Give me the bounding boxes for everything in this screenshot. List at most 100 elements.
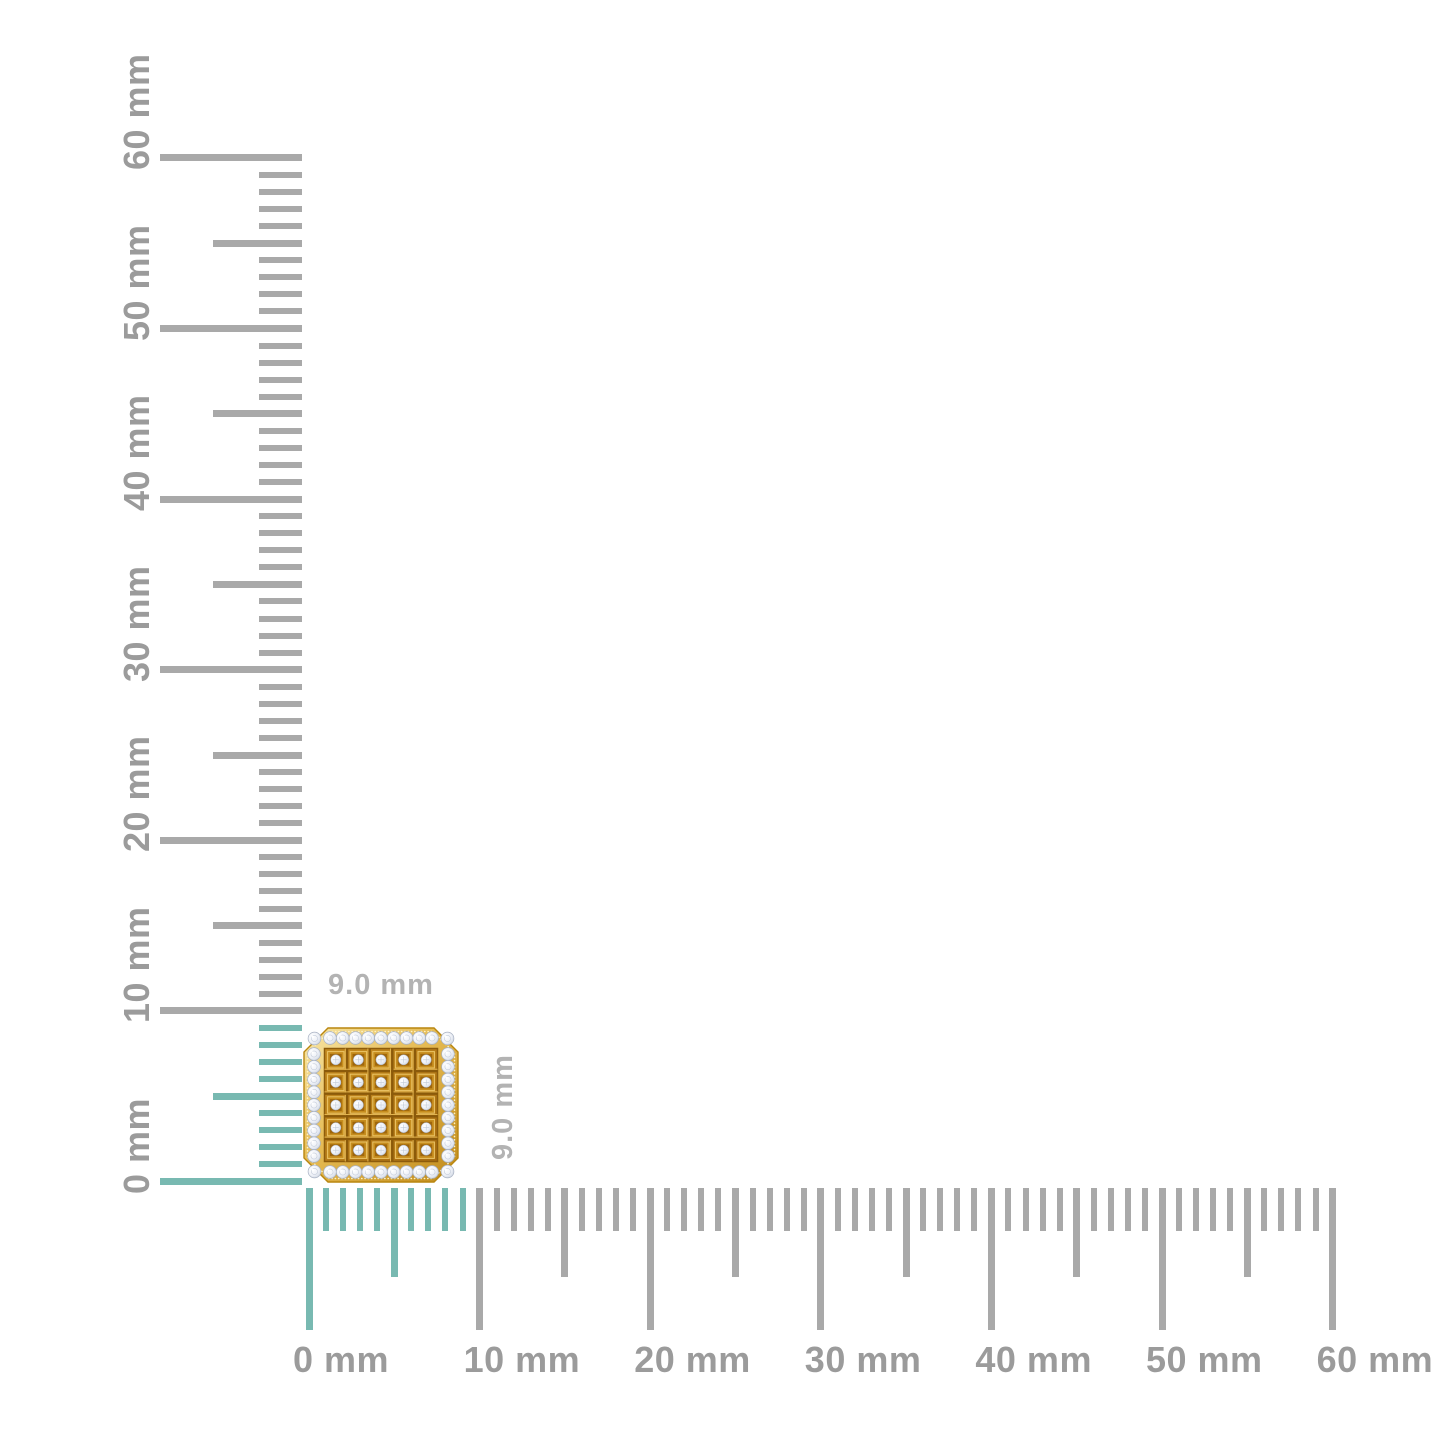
v-tick-57mm [259, 206, 302, 213]
v-ruler-label-20mm: 20 mm [116, 735, 157, 853]
v-tick-34mm [259, 598, 302, 605]
v-tick-50mm [160, 325, 302, 332]
h-tick-41mm [1005, 1188, 1012, 1231]
v-ruler-label-30mm: 30 mm [116, 565, 157, 682]
h-tick-59mm [1312, 1188, 1319, 1231]
v-tick-25mm [213, 751, 302, 759]
width-measurement-label: 9.0 mm [328, 969, 434, 1001]
h-tick-50mm [1158, 1188, 1166, 1330]
v-tick-59mm [259, 171, 302, 178]
v-tick-52mm [259, 291, 302, 298]
v-ruler-label-50mm: 50 mm [116, 223, 157, 341]
v-tick-29mm [259, 683, 302, 690]
h-tick-16mm [578, 1188, 585, 1231]
h-tick-22mm [681, 1188, 688, 1231]
h-tick-52mm [1193, 1188, 1200, 1231]
h-tick-56mm [1261, 1188, 1268, 1231]
h-tick-13mm [527, 1188, 534, 1231]
v-tick-5mm [213, 1092, 302, 1100]
h-tick-48mm [1124, 1188, 1131, 1231]
v-tick-21mm [259, 820, 302, 827]
h-tick-57mm [1278, 1188, 1285, 1231]
v-tick-7mm [259, 1059, 302, 1066]
h-tick-17mm [596, 1188, 603, 1231]
v-tick-15mm [213, 922, 302, 930]
h-ruler-label-10mm: 10 mm [463, 1339, 581, 1380]
h-tick-11mm [493, 1188, 500, 1231]
v-tick-27mm [259, 717, 302, 724]
v-tick-39mm [259, 513, 302, 520]
h-tick-24mm [715, 1188, 722, 1231]
h-tick-14mm [544, 1188, 551, 1231]
v-tick-38mm [259, 530, 302, 537]
v-tick-44mm [259, 427, 302, 434]
h-ruler-label-20mm: 20 mm [634, 1339, 751, 1380]
h-tick-9mm [459, 1188, 466, 1231]
h-tick-15mm [561, 1188, 569, 1277]
h-tick-12mm [510, 1188, 517, 1231]
v-tick-12mm [259, 973, 302, 980]
v-tick-42mm [259, 461, 302, 468]
h-tick-33mm [868, 1188, 875, 1231]
v-tick-20mm [160, 836, 302, 844]
v-tick-9mm [259, 1024, 302, 1031]
v-tick-30mm [160, 666, 302, 674]
h-ruler-label-60mm: 60 mm [1316, 1339, 1434, 1380]
h-tick-44mm [1056, 1188, 1063, 1231]
h-tick-30mm [817, 1188, 825, 1330]
h-tick-54mm [1227, 1188, 1234, 1231]
v-tick-2mm [259, 1144, 302, 1151]
v-ruler-label-0mm: 0 mm [116, 1097, 157, 1194]
v-tick-36mm [259, 564, 302, 571]
h-ruler-label-50mm: 50 mm [1146, 1339, 1263, 1380]
v-tick-23mm [259, 786, 302, 793]
v-tick-10mm [160, 1007, 302, 1015]
h-tick-28mm [783, 1188, 790, 1231]
h-tick-7mm [425, 1188, 432, 1231]
v-tick-58mm [259, 189, 302, 196]
h-tick-55mm [1243, 1188, 1251, 1277]
v-tick-54mm [259, 257, 302, 264]
h-tick-45mm [1073, 1188, 1081, 1277]
h-tick-5mm [390, 1188, 398, 1277]
h-tick-46mm [1090, 1188, 1097, 1231]
v-tick-51mm [259, 308, 302, 315]
h-tick-0mm [305, 1188, 313, 1330]
v-tick-32mm [259, 632, 302, 639]
v-tick-19mm [259, 854, 302, 861]
h-tick-8mm [442, 1188, 449, 1231]
h-ruler-label-0mm: 0 mm [293, 1339, 390, 1380]
h-tick-47mm [1107, 1188, 1114, 1231]
v-tick-49mm [259, 342, 302, 349]
h-tick-26mm [749, 1188, 756, 1231]
h-tick-23mm [698, 1188, 705, 1231]
h-tick-51mm [1176, 1188, 1183, 1231]
h-tick-27mm [766, 1188, 773, 1231]
v-tick-16mm [259, 905, 302, 912]
v-tick-48mm [259, 359, 302, 366]
h-tick-2mm [340, 1188, 347, 1231]
v-tick-40mm [160, 495, 302, 503]
v-tick-22mm [259, 803, 302, 810]
v-tick-53mm [259, 274, 302, 281]
h-tick-43mm [1039, 1188, 1046, 1231]
h-tick-49mm [1141, 1188, 1148, 1231]
h-tick-29mm [800, 1188, 807, 1231]
jewelry-item [303, 1027, 459, 1183]
v-tick-56mm [259, 223, 302, 230]
h-tick-1mm [323, 1188, 330, 1231]
v-tick-0mm [160, 1178, 302, 1185]
height-measurement-label: 9.0 mm [487, 1054, 519, 1160]
v-ruler-label-10mm: 10 mm [116, 906, 157, 1023]
v-ruler-label-40mm: 40 mm [116, 394, 157, 512]
h-tick-37mm [937, 1188, 944, 1231]
h-tick-53mm [1210, 1188, 1217, 1231]
h-tick-60mm [1329, 1188, 1337, 1330]
v-tick-1mm [259, 1161, 302, 1168]
v-tick-13mm [259, 956, 302, 963]
v-tick-8mm [259, 1042, 302, 1049]
v-tick-4mm [259, 1110, 302, 1117]
h-tick-25mm [732, 1188, 739, 1277]
v-tick-43mm [259, 444, 302, 451]
